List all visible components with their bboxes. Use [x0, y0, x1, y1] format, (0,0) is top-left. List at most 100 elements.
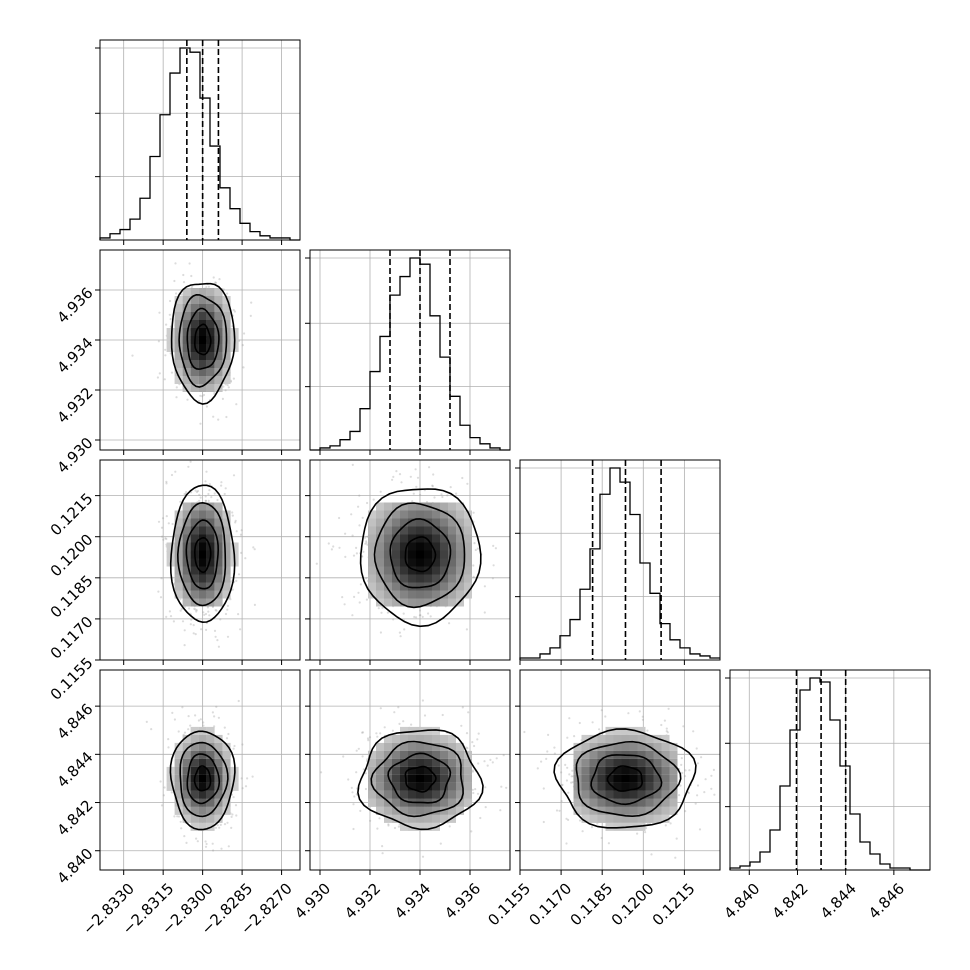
density-cell — [198, 782, 207, 791]
sample-point — [229, 598, 232, 601]
density-cell — [581, 758, 590, 767]
sample-point — [416, 476, 420, 479]
sample-point — [187, 465, 190, 468]
density-cell — [645, 782, 654, 791]
density-cell — [182, 288, 191, 296]
sample-point — [646, 729, 649, 732]
density-cell — [166, 344, 175, 352]
density-cell — [408, 814, 416, 823]
sample-point — [358, 494, 361, 497]
sample-point — [674, 856, 677, 859]
density-cell — [222, 376, 231, 384]
sample-point — [483, 760, 486, 763]
density-cell — [448, 734, 456, 743]
sample-point — [218, 278, 221, 281]
density-cell — [384, 742, 392, 751]
density-cell — [222, 368, 231, 376]
contour-level-0 — [193, 536, 212, 573]
density-cell — [392, 766, 400, 775]
density-cell — [432, 566, 440, 575]
density-cell — [214, 534, 223, 543]
density-cell — [174, 790, 183, 799]
sample-point — [164, 537, 167, 540]
density-cell — [605, 734, 614, 743]
sample-point — [560, 784, 564, 787]
sample-point — [241, 344, 244, 347]
density-cell — [206, 726, 215, 735]
sample-point — [192, 624, 195, 627]
density-cell — [645, 758, 654, 767]
sample-point — [366, 768, 369, 771]
density-cell — [605, 822, 614, 831]
density-cell — [392, 510, 400, 519]
sample-point — [214, 281, 217, 284]
density-cell — [174, 304, 183, 312]
density-cell — [214, 376, 223, 384]
sample-point — [218, 826, 221, 829]
density-cell — [424, 550, 432, 559]
density-cell — [206, 304, 215, 312]
sample-point — [494, 547, 497, 550]
sample-point — [207, 492, 210, 496]
density-cell — [629, 774, 638, 783]
density-cell — [440, 782, 448, 791]
density-cell — [182, 518, 191, 527]
density-cell — [182, 296, 191, 304]
sample-point — [208, 489, 211, 492]
density-cell — [416, 806, 424, 815]
sample-point — [440, 493, 443, 496]
sample-point — [217, 645, 220, 648]
sample-point — [188, 262, 191, 265]
sample-point — [636, 832, 639, 835]
sample-point — [179, 500, 182, 503]
density-cell — [432, 526, 440, 535]
density-cell — [440, 558, 448, 567]
density-cell — [198, 542, 207, 551]
sample-point — [231, 588, 234, 591]
density-cell — [629, 766, 638, 775]
density-cell — [448, 550, 456, 559]
density-cell — [376, 590, 384, 599]
sample-point — [180, 827, 183, 830]
histogram-panel-3: 4.840 4.842 4.844 4.846 — [720, 669, 931, 923]
density-cell — [661, 782, 670, 791]
density-cell — [597, 774, 606, 783]
sample-point — [553, 752, 557, 755]
sample-point — [491, 761, 494, 764]
sample-point — [536, 767, 539, 770]
density-cell — [416, 734, 424, 743]
sample-point — [227, 386, 230, 389]
sample-point — [195, 490, 199, 494]
density-cell — [621, 734, 630, 743]
density-cell — [174, 328, 183, 336]
density-cell — [424, 766, 432, 775]
density-cell — [621, 742, 630, 751]
density-cell — [605, 798, 614, 807]
density-cell — [206, 542, 215, 551]
density-cell — [589, 798, 598, 807]
sample-point — [366, 737, 370, 740]
density-cell — [669, 758, 678, 767]
sample-point — [483, 611, 486, 614]
density-cell — [392, 814, 400, 823]
density-cell — [432, 726, 440, 735]
sample-point — [403, 628, 406, 631]
density-cell — [198, 550, 207, 559]
density-cell — [629, 814, 638, 823]
sample-point — [252, 546, 255, 549]
density-cell — [376, 558, 384, 567]
density-cell — [400, 726, 408, 735]
sample-point — [477, 762, 480, 765]
sample-point — [200, 628, 203, 631]
density-cell — [645, 774, 654, 783]
sample-point — [232, 308, 235, 312]
sample-point — [232, 796, 235, 799]
density-cell — [653, 742, 662, 751]
contour-level-1 — [590, 754, 663, 806]
density-cell — [190, 822, 199, 831]
sample-point — [365, 540, 368, 543]
sample-point — [402, 612, 405, 615]
sample-point — [358, 524, 361, 527]
density-cell — [637, 790, 646, 799]
